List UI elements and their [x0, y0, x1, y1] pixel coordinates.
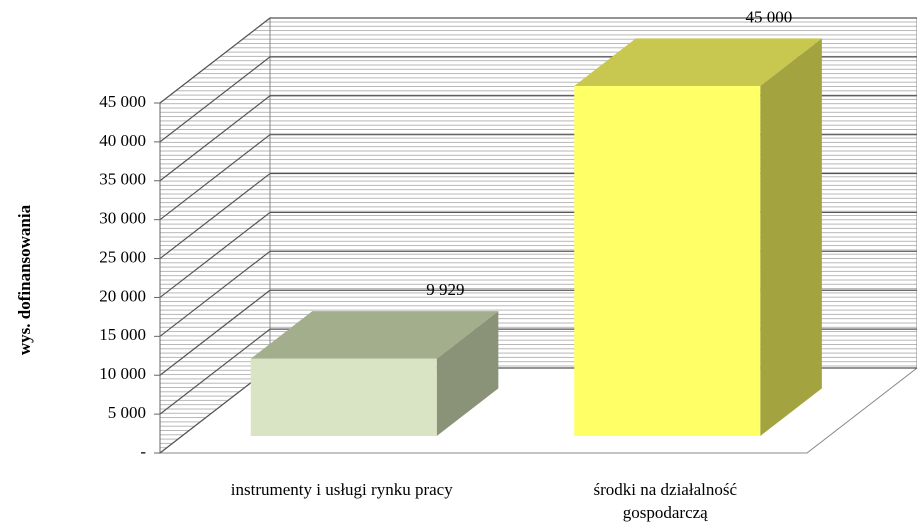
value-label: 45 000 — [745, 7, 792, 26]
y-tick-label: 25 000 — [99, 247, 146, 266]
y-tick-label: 10 000 — [99, 364, 146, 383]
y-tick-label: 40 000 — [99, 131, 146, 150]
y-tick-label: 5 000 — [108, 403, 146, 422]
bar-front — [250, 358, 437, 436]
bar-front — [574, 86, 761, 436]
y-tick-label: 45 000 — [99, 92, 146, 111]
grid-line — [159, 17, 917, 104]
y-tick-label: 20 000 — [99, 286, 146, 305]
y-axis-label: wys. dofinansowania — [15, 204, 34, 355]
y-tick-label: - — [140, 442, 146, 461]
y-tick-label: 35 000 — [99, 170, 146, 189]
bar-top — [574, 38, 822, 86]
x-tick-label: środki na działalność gospodarczą — [593, 480, 737, 522]
y-tick-label: 30 000 — [99, 209, 146, 228]
bar-side — [436, 311, 499, 436]
bar-side — [760, 38, 822, 437]
y-tick-label: 15 000 — [99, 325, 146, 344]
x-tick-label: instrumenty i usługi rynku pracy — [230, 480, 453, 499]
value-label: 9 929 — [426, 280, 464, 299]
bar-top — [250, 311, 499, 359]
